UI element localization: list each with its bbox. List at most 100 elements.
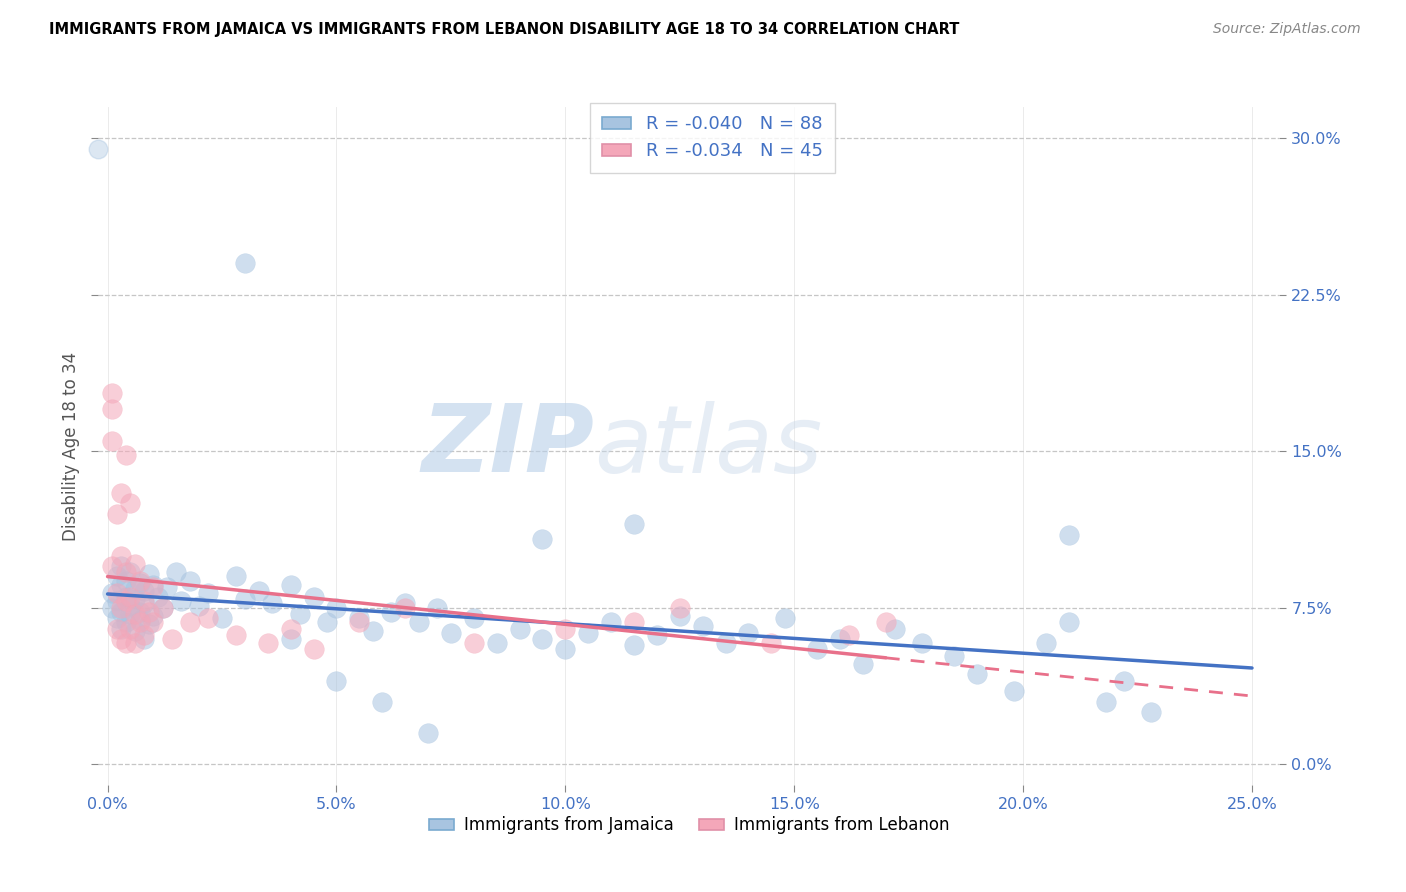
Point [87, 142, 110, 156]
Point [160, 632, 183, 646]
Point [101, 434, 124, 448]
Point [838, 628, 860, 642]
Point [325, 600, 347, 615]
Point [105, 507, 128, 521]
Point [225, 628, 247, 642]
Point [371, 694, 394, 708]
Point [110, 558, 132, 573]
Point [138, 605, 160, 619]
Point [911, 636, 934, 650]
Point [128, 615, 150, 630]
Point [115, 594, 138, 608]
Point [115, 449, 138, 463]
Point [110, 578, 132, 592]
Point [110, 605, 132, 619]
Point [426, 600, 449, 615]
Point [179, 615, 201, 630]
Point [101, 385, 124, 400]
Point [280, 578, 302, 592]
Point [233, 256, 256, 270]
Text: ZIP: ZIP [422, 400, 595, 492]
Point [134, 584, 156, 599]
Point [138, 567, 160, 582]
Point [105, 586, 128, 600]
Point [110, 632, 132, 646]
Point [416, 726, 439, 740]
Point [101, 558, 124, 573]
Point [197, 586, 219, 600]
Point [623, 517, 645, 532]
Text: Source: ZipAtlas.com: Source: ZipAtlas.com [1213, 22, 1361, 37]
Point [623, 638, 645, 652]
Point [105, 594, 128, 608]
Point [105, 569, 128, 583]
Point [115, 615, 138, 630]
Point [852, 657, 875, 671]
Point [531, 532, 554, 546]
Point [124, 592, 146, 607]
Point [1002, 684, 1025, 698]
Point [101, 586, 124, 600]
Point [197, 611, 219, 625]
Point [124, 624, 146, 638]
Point [531, 632, 554, 646]
Point [875, 615, 897, 630]
Point [115, 565, 138, 579]
Point [134, 597, 156, 611]
Point [120, 565, 142, 579]
Point [120, 622, 142, 636]
Point [325, 673, 347, 688]
Point [1057, 527, 1080, 541]
Point [463, 611, 485, 625]
Point [361, 624, 384, 638]
Point [110, 549, 132, 563]
Point [165, 565, 187, 579]
Point [668, 600, 690, 615]
Point [101, 402, 124, 417]
Point [225, 569, 247, 583]
Point [554, 622, 576, 636]
Point [773, 611, 796, 625]
Point [101, 600, 124, 615]
Point [1094, 694, 1116, 708]
Point [645, 628, 668, 642]
Point [105, 622, 128, 636]
Point [316, 615, 339, 630]
Point [128, 575, 150, 590]
Point [349, 615, 371, 630]
Point [576, 625, 599, 640]
Point [120, 591, 142, 605]
Point [120, 607, 142, 621]
Point [509, 622, 531, 636]
Point [262, 597, 284, 611]
Point [554, 642, 576, 657]
Point [692, 619, 714, 633]
Legend: Immigrants from Jamaica, Immigrants from Lebanon: Immigrants from Jamaica, Immigrants from… [422, 810, 956, 841]
Point [110, 622, 132, 636]
Point [134, 632, 156, 646]
Point [142, 578, 165, 592]
Point [138, 617, 160, 632]
Point [280, 632, 302, 646]
Point [1057, 615, 1080, 630]
Point [110, 600, 132, 615]
Point [256, 636, 278, 650]
Point [247, 584, 270, 599]
Point [761, 636, 783, 650]
Point [105, 611, 128, 625]
Point [128, 613, 150, 627]
Point [110, 486, 132, 500]
Point [394, 600, 416, 615]
Point [440, 625, 463, 640]
Point [156, 580, 179, 594]
Point [806, 642, 828, 657]
Point [394, 597, 416, 611]
Point [128, 605, 150, 619]
Point [120, 496, 142, 510]
Point [146, 591, 169, 605]
Point [668, 609, 690, 624]
Point [170, 594, 193, 608]
Point [463, 636, 485, 650]
Point [233, 592, 256, 607]
Point [302, 591, 325, 605]
